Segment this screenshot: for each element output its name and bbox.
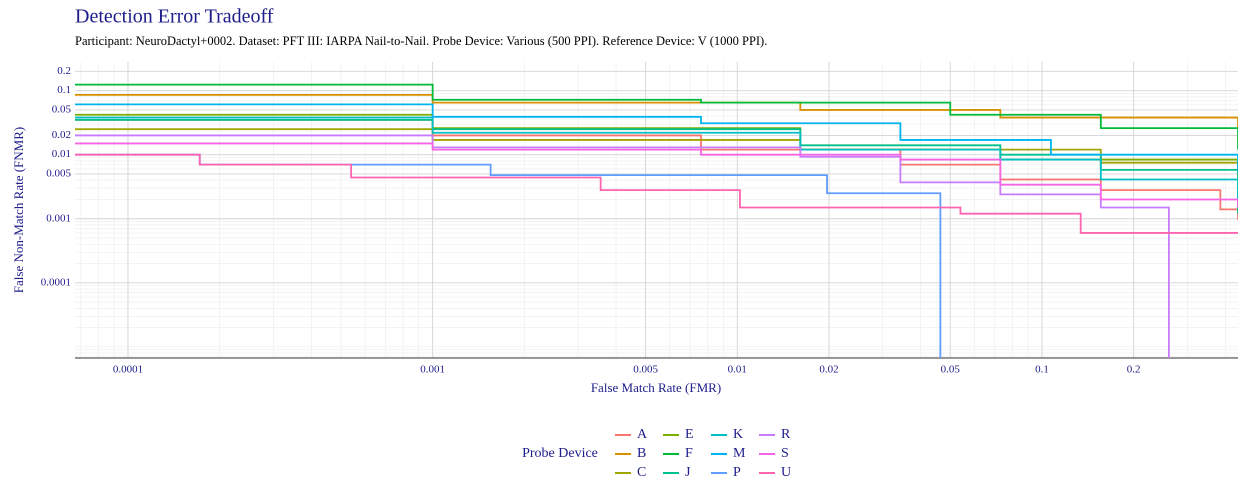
- legend-label: A: [637, 427, 648, 442]
- x-tick-label: 0.05: [941, 364, 961, 376]
- chart-title: Detection Error Tradeoff: [75, 6, 274, 28]
- legend-label: B: [637, 446, 646, 461]
- y-tick-label: 0.001: [46, 212, 71, 224]
- y-tick-label: 0.2: [57, 65, 71, 77]
- x-tick-label: 0.02: [819, 364, 838, 376]
- legend-label: S: [781, 446, 789, 461]
- x-axis-label: False Match Rate (FMR): [591, 380, 721, 395]
- series-line: [75, 103, 1238, 172]
- series-line: [75, 83, 1238, 150]
- y-tick-label: 0.05: [52, 103, 72, 115]
- y-tick-label: 0.005: [46, 168, 71, 180]
- legend-label: M: [733, 446, 746, 461]
- x-tick-label: 0.01: [728, 364, 747, 376]
- y-tick-label: 0.1: [57, 84, 71, 96]
- legend-label: J: [685, 465, 691, 480]
- legend-label: E: [685, 427, 694, 442]
- x-tick-label: 0.005: [633, 364, 658, 376]
- y-tick-label: 0.02: [52, 129, 71, 141]
- legend-title: Probe Device: [522, 446, 598, 461]
- legend-label: K: [733, 427, 743, 442]
- legend-label: P: [733, 465, 741, 480]
- legend-label: C: [637, 465, 646, 480]
- series-line: [75, 116, 1238, 200]
- legend-label: R: [781, 427, 791, 442]
- y-axis-label: False Non-Match Rate (FNMR): [11, 127, 26, 293]
- x-tick-label: 0.001: [420, 364, 445, 376]
- x-tick-label: 0.0001: [113, 364, 143, 376]
- y-tick-label: 0.01: [52, 148, 71, 160]
- series-line: [75, 153, 1238, 234]
- plot-background: [75, 62, 1238, 358]
- series-line: [75, 142, 1238, 208]
- x-tick-label: 0.1: [1035, 364, 1049, 376]
- y-tick-label: 0.0001: [41, 276, 71, 288]
- legend-label: F: [685, 446, 693, 461]
- legend-label: U: [781, 465, 791, 480]
- chart-subtitle: Participant: NeuroDactyl+0002. Dataset: …: [75, 34, 767, 48]
- x-tick-label: 0.2: [1127, 364, 1141, 376]
